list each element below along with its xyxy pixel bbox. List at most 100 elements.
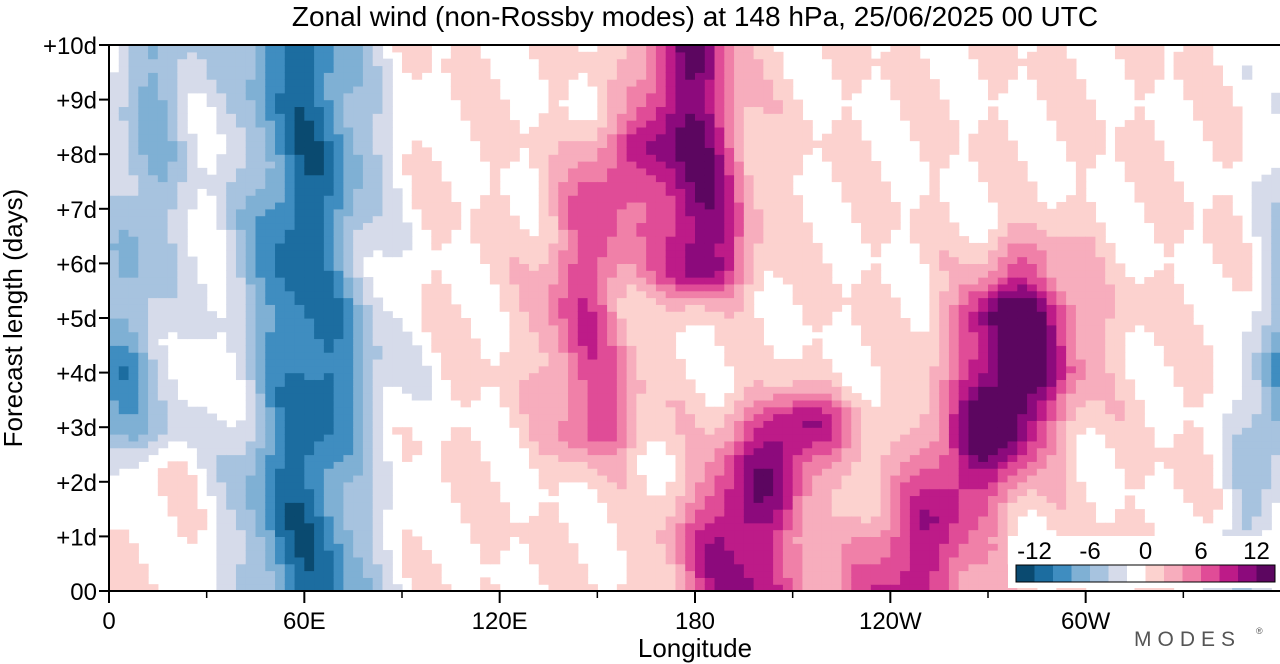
contour-cell [187, 161, 198, 169]
contour-cell [362, 51, 374, 60]
contour-cell [362, 242, 374, 251]
contour-cell [489, 529, 501, 537]
contour-cell [353, 195, 364, 203]
contour-cell [695, 536, 706, 544]
contour-cell [333, 509, 344, 517]
contour-cell [362, 474, 374, 483]
contour-cell [255, 427, 266, 435]
contour-cell [734, 161, 745, 169]
contour-cell [675, 120, 686, 128]
contour-cell [118, 45, 130, 53]
contour-cell [548, 406, 559, 415]
contour-cell [382, 311, 393, 319]
contour-cell [831, 488, 843, 497]
contour-cell [235, 543, 247, 551]
contour-cell [607, 468, 618, 476]
contour-cell [402, 529, 413, 537]
contour-cell [616, 413, 628, 421]
contour-cell [880, 434, 891, 442]
contour-cell [392, 229, 403, 237]
contour-cell [109, 208, 120, 217]
contour-cell [118, 256, 130, 264]
contour-cell [861, 331, 872, 340]
contour-cell [724, 454, 735, 462]
contour-cell [558, 236, 569, 244]
contour-cell [695, 106, 706, 114]
contour-cell [509, 386, 520, 394]
contour-cell [607, 283, 618, 292]
contour-cell [597, 283, 608, 292]
contour-cell [616, 358, 628, 367]
contour-cell [245, 92, 257, 101]
contour-cell [480, 502, 491, 510]
contour-cell [538, 550, 550, 558]
contour-cell [626, 161, 637, 169]
contour-cell [470, 468, 481, 476]
contour-cell [431, 174, 442, 183]
contour-cell [128, 154, 139, 162]
contour-cell [880, 488, 891, 497]
contour-cell [362, 358, 374, 367]
contour-cell [421, 577, 432, 585]
contour-cell [128, 85, 139, 94]
contour-cell [235, 563, 247, 572]
contour-cell [333, 126, 344, 135]
contour-cell [109, 304, 120, 312]
contour-cell [577, 58, 589, 67]
contour-cell [607, 324, 618, 333]
contour-cell [450, 201, 462, 210]
contour-cell [362, 120, 374, 128]
contour-cell [548, 461, 559, 469]
contour-cell [743, 420, 755, 428]
contour-cell [753, 386, 764, 394]
contour-cell [724, 222, 735, 230]
contour-cell [148, 201, 159, 210]
contour-cell [441, 365, 452, 374]
contour-cell [724, 215, 735, 224]
contour-cell [704, 413, 716, 421]
contour-cell [724, 399, 735, 408]
contour-cell [773, 85, 784, 94]
contour-cell [362, 399, 374, 408]
contour-cell [773, 481, 784, 490]
contour-cell [294, 393, 305, 401]
contour-cell [489, 372, 501, 381]
contour-cell [275, 543, 286, 551]
contour-cell [792, 161, 804, 169]
contour-cell [568, 58, 579, 67]
contour-cell [802, 447, 813, 456]
contour-cell [714, 474, 725, 483]
contour-cell [675, 65, 686, 73]
contour-cell [743, 352, 755, 360]
contour-cell [851, 297, 862, 305]
contour-cell [499, 249, 511, 258]
contour-cell [294, 263, 305, 271]
contour-cell [636, 147, 647, 155]
contour-cell [362, 502, 374, 510]
contour-cell [734, 536, 745, 544]
contour-cell [655, 113, 667, 121]
contour-cell [167, 461, 178, 469]
contour-cell [362, 468, 374, 476]
contour-cell [626, 468, 637, 476]
contour-cell [265, 406, 276, 415]
contour-cell [665, 481, 677, 490]
contour-cell [489, 556, 501, 565]
contour-cell [294, 495, 305, 503]
contour-cell [265, 358, 276, 367]
contour-cell [509, 406, 520, 415]
contour-cell [109, 249, 120, 258]
contour-cell [568, 563, 579, 572]
contour-cell [734, 324, 745, 333]
contour-cell [275, 331, 286, 340]
contour-cell [880, 324, 891, 333]
contour-cell [294, 468, 305, 476]
contour-cell [861, 495, 872, 503]
contour-cell [167, 474, 178, 483]
contour-cell [734, 304, 745, 312]
contour-cell [333, 188, 344, 196]
contour-cell [294, 563, 305, 572]
contour-cell [216, 58, 227, 67]
contour-cell [753, 85, 764, 94]
contour-cell [275, 249, 286, 258]
